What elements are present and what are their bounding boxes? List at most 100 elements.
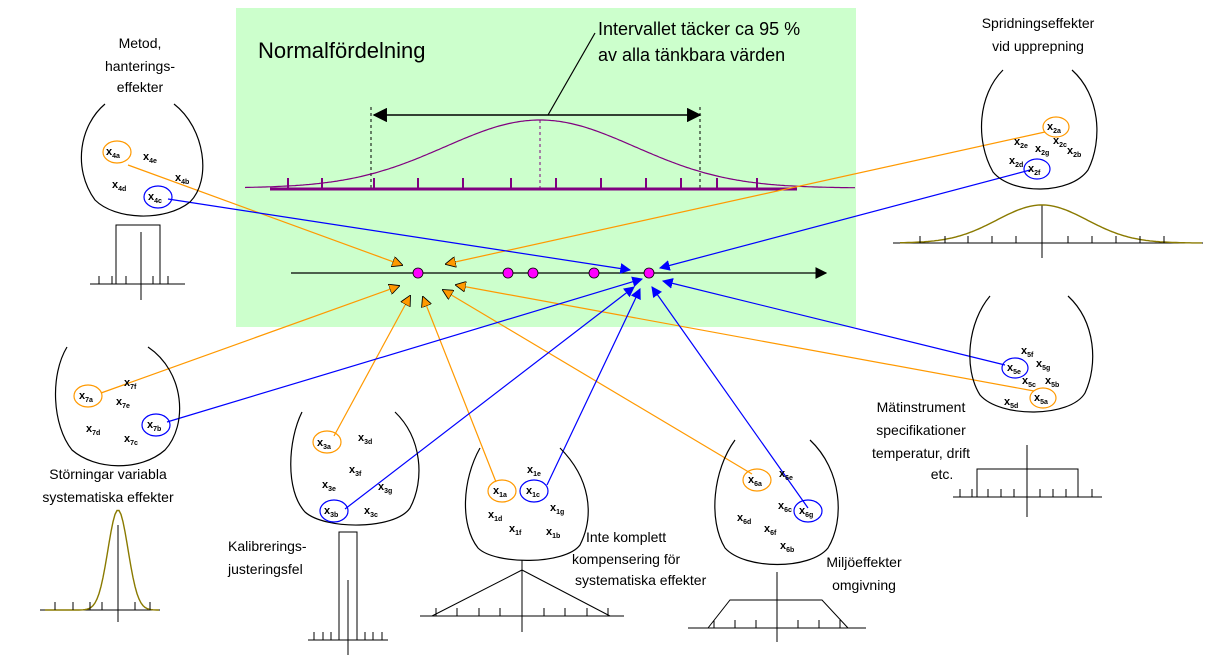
- group-label: Kalibrerings-: [228, 538, 307, 554]
- sample-value: x5a: [1034, 392, 1048, 406]
- blue-marker: [1001, 357, 1029, 379]
- population-bag: [464, 447, 589, 561]
- sample-value: x3b: [324, 505, 338, 519]
- sample-value: x4c: [148, 191, 162, 205]
- group-label: effekter: [117, 79, 164, 95]
- group-label: systematiska effekter: [575, 572, 707, 588]
- group-metod: Metod, hanterings- effekter x4a x4e x4d …: [80, 35, 204, 300]
- group-label: Spridningseffekter: [982, 15, 1095, 31]
- group-label: kompensering för: [572, 551, 681, 567]
- group-spridning: Spridningseffekter vid upprepning x2a x2…: [893, 15, 1203, 258]
- sample-value: x6e: [779, 468, 793, 482]
- blue-marker: [141, 413, 171, 437]
- group-label: justeringsfel: [227, 561, 303, 577]
- sample-value: x3c: [364, 505, 378, 519]
- group-label: hanterings-: [105, 58, 175, 74]
- population-bag: [969, 295, 1094, 413]
- sample-value: x2b: [1067, 145, 1081, 159]
- sample-value: x2a: [1047, 121, 1061, 135]
- sample-value: x1g: [550, 502, 564, 516]
- sample-value: x2f: [1028, 163, 1041, 177]
- normal-distribution-panel: [236, 8, 856, 327]
- sample-value: x1d: [488, 509, 502, 523]
- sample-value: x2g: [1035, 143, 1049, 157]
- group-matinstrument: x5f x5e x5g x5c x5b x5d x5a Mätinstrumen…: [872, 295, 1102, 517]
- result-point: [527, 267, 539, 279]
- orange-arrows: [100, 131, 1046, 483]
- sample-value: x6a: [748, 474, 762, 488]
- panel-title: Normalfördelning: [258, 38, 426, 63]
- blue-marker: [1023, 158, 1051, 180]
- sample-value: x6c: [778, 500, 792, 514]
- sample-value: x5b: [1045, 375, 1059, 389]
- sample-value: x6d: [737, 512, 751, 526]
- blue-marker: [143, 185, 173, 209]
- sample-value: x3f: [349, 464, 362, 478]
- sample-value: x4b: [175, 172, 189, 186]
- group-label: Mätinstrument: [877, 399, 966, 415]
- normal-axis-ticks: [287, 178, 758, 189]
- group-label: Metod,: [119, 35, 162, 51]
- result-point: [502, 267, 514, 279]
- sample-value: x1c: [526, 485, 540, 499]
- sample-value: x5d: [1004, 396, 1018, 410]
- population-bag: [980, 69, 1098, 190]
- group-label: Miljöeffekter: [826, 554, 902, 570]
- blue-marker: [519, 479, 549, 503]
- sample-value: x5g: [1036, 358, 1050, 372]
- normal-curve: [244, 119, 855, 189]
- sample-value: x6f: [764, 523, 777, 537]
- group-miljo: x6e x6a x6c x6g x6d x6f x6b Miljöeffekte…: [688, 439, 902, 642]
- sample-value: x1e: [527, 464, 541, 478]
- group-label: etc.: [931, 466, 954, 482]
- sample-value: x4d: [112, 179, 126, 193]
- group-label: Inte komplett: [586, 529, 666, 545]
- sample-value: x1f: [509, 523, 522, 537]
- blue-marker: [793, 499, 823, 523]
- sample-value: x3d: [358, 432, 372, 446]
- sample-value: x2d: [1009, 155, 1023, 169]
- orange-marker: [73, 384, 103, 408]
- sample-value: x6b: [780, 540, 794, 554]
- group-label: Störningar variabla: [49, 466, 167, 482]
- sample-value: x1b: [546, 526, 560, 540]
- group-label: temperatur, drift: [872, 445, 970, 461]
- result-point: [588, 267, 600, 279]
- group-label: specifikationer: [876, 422, 966, 438]
- interval-note-line-2: av alla tänkbara värden: [598, 45, 785, 65]
- result-point: [412, 267, 424, 279]
- sample-value: x5c: [1022, 375, 1036, 389]
- orange-marker: [742, 468, 772, 492]
- sample-value: x6g: [799, 505, 813, 519]
- orange-marker: [487, 479, 517, 503]
- sample-value: x1a: [493, 485, 507, 499]
- sample-value: x7b: [147, 419, 161, 433]
- orange-marker: [1042, 116, 1070, 138]
- blue-arrows: [166, 169, 1031, 510]
- orange-marker: [102, 140, 132, 164]
- sample-value: x7e: [116, 396, 130, 410]
- sample-value: x2c: [1053, 135, 1067, 149]
- interval-note-line-1: Intervallet täcker ca 95 %: [598, 19, 800, 39]
- sample-value: x5e: [1007, 362, 1021, 376]
- group-label: vid upprepning: [992, 38, 1084, 54]
- population-bag: [290, 411, 420, 526]
- group-storningar: x7f x7a x7e x7d x7b x7c Störningar varia…: [40, 346, 181, 622]
- group-kalibrering: x3a x3d x3f x3e x3g x3b x3c Kalibrerings…: [227, 411, 420, 655]
- sample-value: x3a: [317, 437, 331, 451]
- group-kompensering: x1e x1a x1c x1g x1d x1f x1b Inte komplet…: [420, 447, 707, 632]
- population-bag: [80, 103, 204, 217]
- sample-value: x4e: [143, 151, 157, 165]
- sample-value: x7a: [79, 390, 93, 404]
- orange-marker: [312, 430, 342, 454]
- group-label: omgivning: [832, 577, 896, 593]
- sample-value: x2e: [1014, 136, 1028, 150]
- sample-value: x7f: [124, 377, 137, 391]
- sample-value: x7c: [124, 433, 138, 447]
- sample-value: x5f: [1021, 345, 1034, 359]
- result-point: [643, 267, 655, 279]
- sample-value: x3e: [322, 479, 336, 493]
- sample-value: x3g: [378, 481, 392, 495]
- orange-marker: [1029, 387, 1057, 409]
